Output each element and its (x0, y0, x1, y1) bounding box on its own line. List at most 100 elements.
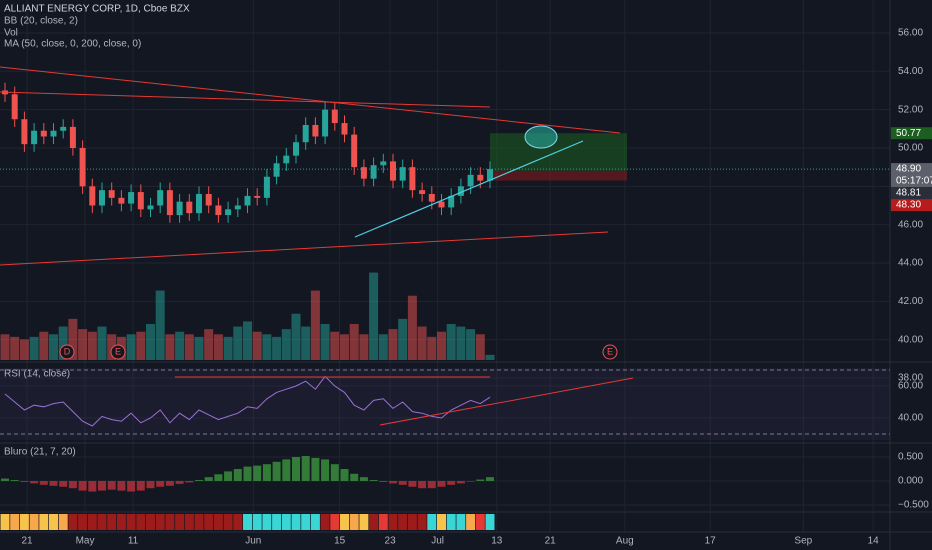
volume-bar (136, 331, 146, 360)
state-cell (97, 514, 107, 530)
event-marker (110, 344, 126, 360)
candle-body (244, 195, 251, 206)
state-cell (204, 514, 214, 530)
histogram-bar (282, 459, 291, 481)
price-tag-label: 48.90 (896, 164, 921, 175)
candle-body (263, 176, 270, 198)
volume-bar (310, 290, 320, 360)
x-tick-label: 13 (491, 536, 503, 547)
indicator-label: MA (50, close, 0, 200, close, 0) (4, 39, 141, 50)
volume-bar (146, 324, 155, 360)
state-cell (155, 514, 165, 530)
volume-bar (320, 324, 330, 360)
x-tick-label: Jul (431, 536, 444, 547)
histogram-bar (107, 480, 116, 490)
volume-bar (378, 334, 388, 360)
volume-bar (291, 313, 301, 360)
histogram-bar (20, 480, 29, 482)
state-cell (0, 514, 10, 530)
histogram-bar (117, 480, 126, 491)
volume-bar (29, 336, 39, 360)
y-tick-label: 56.00 (898, 28, 923, 39)
state-cell (213, 514, 223, 530)
y-tick-label: 52.00 (898, 104, 923, 115)
volume-bar (58, 326, 68, 360)
state-cell (175, 514, 185, 530)
y-tick-label: 0.500 (898, 452, 923, 463)
volume-bar (272, 336, 282, 360)
candle-body (99, 190, 105, 206)
volume-bar (446, 324, 456, 360)
candle-body (302, 124, 309, 143)
histogram-bar (262, 464, 271, 481)
histogram-bar (156, 480, 165, 487)
state-cell (116, 514, 126, 530)
histogram-bar (59, 480, 68, 487)
candle-body (186, 201, 193, 214)
candle-body (293, 142, 299, 156)
histogram-bar (175, 480, 184, 484)
indicator-label: RSI (14, close) (4, 369, 70, 380)
state-cell (107, 514, 117, 530)
y-tick-label: 54.00 (898, 66, 923, 77)
state-cell (427, 514, 437, 530)
histogram-bar (418, 480, 427, 489)
candle-body (312, 124, 319, 137)
trend-line (354, 140, 584, 238)
histogram-bar (10, 480, 19, 481)
state-cell (456, 514, 466, 530)
event-label: E (607, 346, 613, 356)
histogram-bar (136, 480, 145, 491)
candle-body (176, 201, 183, 216)
x-tick-label: 21 (21, 536, 33, 547)
histogram-bar (78, 480, 87, 491)
candle-body (428, 193, 435, 202)
state-cell (19, 514, 29, 530)
volume-bar (427, 336, 437, 360)
price-tag (891, 187, 932, 200)
volume-bar (359, 334, 369, 360)
candle-body (419, 190, 426, 194)
state-cell (223, 514, 233, 530)
candle-body (60, 126, 67, 131)
state-cell (475, 514, 485, 530)
candle-body (322, 109, 329, 137)
histogram-bar (437, 480, 446, 487)
candle-body (147, 205, 154, 210)
volume-bar (388, 329, 398, 360)
state-cell (349, 514, 359, 530)
volume-bar (233, 326, 243, 360)
price-tag-label: 48.81 (896, 188, 921, 199)
state-cell (68, 514, 78, 530)
volume-bar (407, 295, 417, 360)
rsi-trend-line (379, 377, 634, 426)
state-cell (466, 514, 476, 530)
state-cell (165, 514, 175, 530)
y-tick-label: 46.00 (898, 219, 923, 230)
volume-bar (204, 329, 214, 360)
histogram-bar (359, 477, 368, 481)
candle-body (234, 205, 241, 210)
volume-bar (243, 321, 252, 360)
candle-body (351, 134, 358, 168)
histogram-bar (88, 480, 97, 492)
x-tick-label: 14 (868, 536, 880, 547)
x-tick-label: Jun (245, 536, 261, 547)
histogram-bar (214, 474, 223, 481)
histogram-bar (68, 480, 77, 489)
volume-bar (155, 290, 165, 360)
histogram-bar (389, 480, 397, 484)
volume-bar (10, 336, 20, 360)
candle-body (225, 209, 232, 216)
state-cell (87, 514, 97, 530)
trend-line (0, 66, 621, 134)
volume-bar (330, 331, 340, 360)
y-tick-label: 44.00 (898, 258, 923, 269)
y-tick-label: 42.00 (898, 296, 923, 307)
volume-bar (39, 331, 49, 360)
state-cell (359, 514, 369, 530)
candle-body (399, 167, 406, 181)
state-cell (262, 514, 272, 530)
volume-bar (417, 326, 427, 360)
histogram-bar (165, 480, 174, 486)
